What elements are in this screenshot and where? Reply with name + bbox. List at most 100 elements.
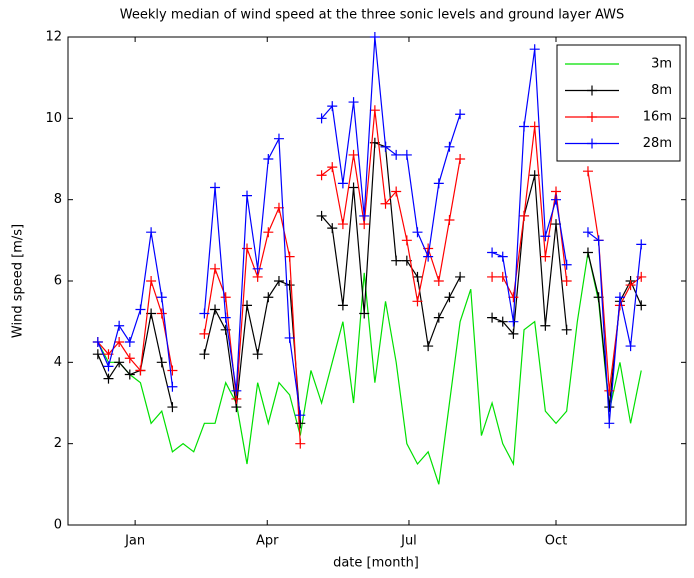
data-point (529, 170, 540, 181)
series-line (97, 252, 642, 485)
data-point (103, 373, 114, 384)
x-tick-label: Apr (256, 534, 279, 549)
data-point (582, 166, 593, 177)
data-point (444, 292, 455, 303)
data-point (433, 276, 444, 286)
data-point (135, 304, 146, 315)
data-point (519, 121, 530, 132)
data-point (455, 271, 466, 282)
data-point (369, 105, 380, 116)
data-point (348, 182, 359, 193)
chart-title: Weekly median of wind speed at the three… (120, 8, 624, 23)
y-tick-label: 8 (54, 192, 62, 207)
legend-marker (587, 138, 597, 149)
data-point (199, 328, 210, 339)
data-point (636, 300, 647, 311)
data-point (327, 162, 338, 173)
data-point (327, 101, 338, 112)
data-point (412, 296, 423, 307)
data-point (295, 410, 306, 421)
data-point (316, 210, 327, 221)
data-point (625, 280, 636, 291)
legend-label: 16m (643, 110, 672, 125)
data-point (529, 121, 540, 132)
data-point (210, 263, 221, 274)
data-point (348, 97, 359, 108)
data-point (114, 337, 125, 347)
data-point (263, 227, 274, 238)
data-point (614, 292, 625, 303)
data-point (284, 332, 295, 343)
data-point (380, 198, 391, 209)
y-tick-label: 4 (54, 355, 62, 370)
data-point (220, 292, 231, 303)
y-axis-label: Wind speed [m/s] (11, 224, 26, 338)
data-point (412, 227, 423, 238)
data-point (124, 353, 135, 364)
data-point (508, 328, 519, 339)
data-point (487, 271, 498, 282)
data-point (444, 215, 455, 225)
data-point (401, 235, 412, 246)
data-point (252, 349, 263, 360)
y-tick-label: 10 (45, 111, 62, 126)
data-point (380, 141, 391, 152)
data-point (348, 149, 359, 160)
data-point (497, 316, 508, 327)
data-point (114, 357, 125, 368)
data-point (92, 349, 103, 360)
data-point (135, 365, 146, 376)
data-point (423, 341, 434, 352)
data-point (497, 251, 508, 262)
y-tick-label: 0 (54, 518, 62, 533)
data-point (210, 304, 221, 315)
data-point (604, 418, 615, 429)
data-point (625, 341, 636, 352)
x-tick-label: Jul (400, 534, 417, 549)
data-point (263, 154, 274, 164)
x-tick-label: Oct (545, 534, 567, 549)
data-point (231, 385, 242, 396)
data-point (412, 271, 423, 282)
data-point (210, 182, 221, 193)
legend-marker (587, 112, 597, 122)
data-point (273, 276, 284, 286)
data-point (92, 337, 103, 347)
data-point (199, 308, 210, 319)
data-point (124, 337, 135, 347)
series-line (97, 36, 642, 424)
legend-label: 28m (643, 136, 672, 151)
data-point (146, 276, 157, 286)
data-point (146, 227, 157, 238)
data-point (167, 381, 178, 392)
data-point (359, 308, 370, 319)
data-point (242, 300, 253, 311)
data-point (337, 178, 348, 189)
data-point (593, 235, 604, 246)
data-point (551, 194, 562, 205)
data-point (444, 141, 455, 152)
legend-label: 3m (651, 57, 672, 72)
data-point (273, 133, 284, 144)
data-point (156, 292, 167, 303)
data-point (391, 255, 402, 266)
legend-label: 8m (651, 83, 672, 98)
x-axis-label: date [month] (333, 556, 419, 571)
data-point (519, 210, 530, 221)
data-point (401, 149, 412, 160)
data-point (455, 109, 466, 120)
series-line (97, 141, 642, 424)
data-point (423, 251, 434, 262)
data-point (561, 276, 572, 286)
data-point (455, 154, 466, 164)
data-point (242, 190, 253, 201)
data-point (391, 149, 402, 160)
data-point (561, 259, 572, 270)
data-point (103, 361, 114, 372)
data-point (337, 300, 348, 311)
data-point (540, 231, 551, 242)
data-point (263, 292, 274, 303)
data-point (508, 292, 519, 303)
data-point (561, 324, 572, 335)
data-point (327, 223, 338, 234)
